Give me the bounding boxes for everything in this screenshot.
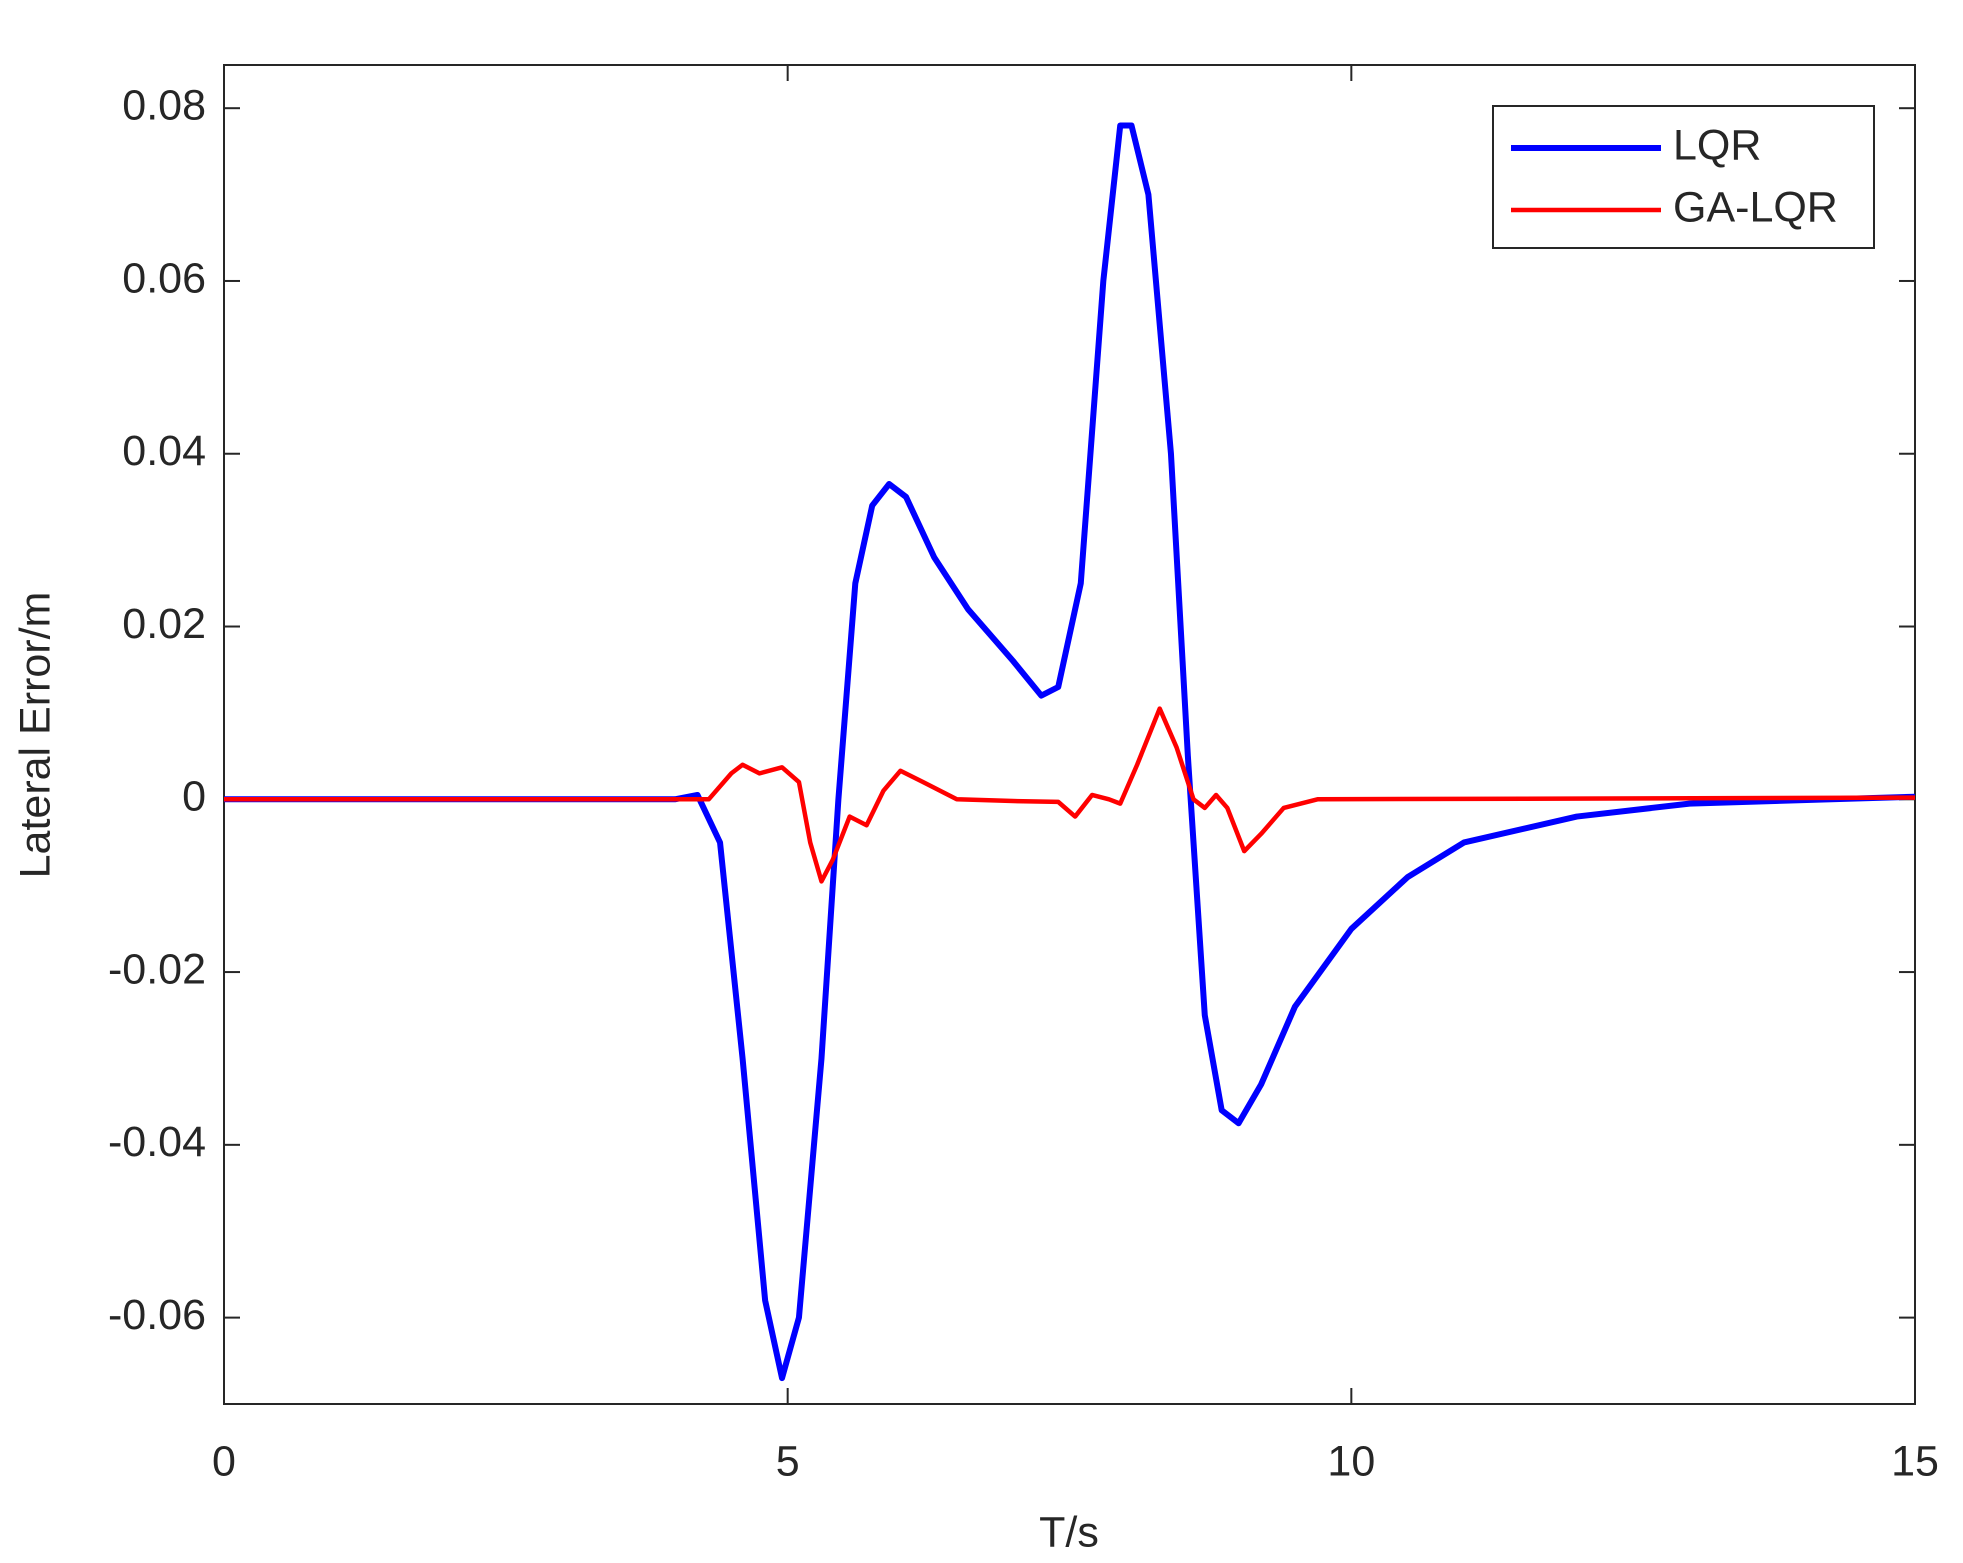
y-tick-label: -0.06 <box>108 1291 206 1339</box>
legend-label: GA-LQR <box>1673 183 1838 231</box>
x-tick-label: 15 <box>1891 1437 1939 1485</box>
line-series <box>224 122 1916 1382</box>
x-tick-label: 0 <box>212 1437 236 1485</box>
y-tick-label: -0.04 <box>108 1118 206 1166</box>
x-tick-label: 10 <box>1327 1437 1375 1485</box>
line-series <box>224 706 1916 884</box>
y-axis-label: Lateral Error/m <box>11 592 59 879</box>
legend-label: LQR <box>1673 121 1761 169</box>
plot-area <box>223 64 1916 1405</box>
y-tick-label: 0.04 <box>122 427 206 475</box>
y-tick-label: 0 <box>182 773 206 821</box>
y-tick-label: 0.06 <box>122 254 206 302</box>
x-tick-label: 5 <box>776 1437 800 1485</box>
y-tick-label: 0.08 <box>122 82 206 130</box>
y-tick-label: 0.02 <box>122 600 206 648</box>
legend-box <box>1492 105 1875 249</box>
y-tick-label: -0.02 <box>108 945 206 993</box>
x-axis-label: T/s <box>1039 1508 1099 1556</box>
